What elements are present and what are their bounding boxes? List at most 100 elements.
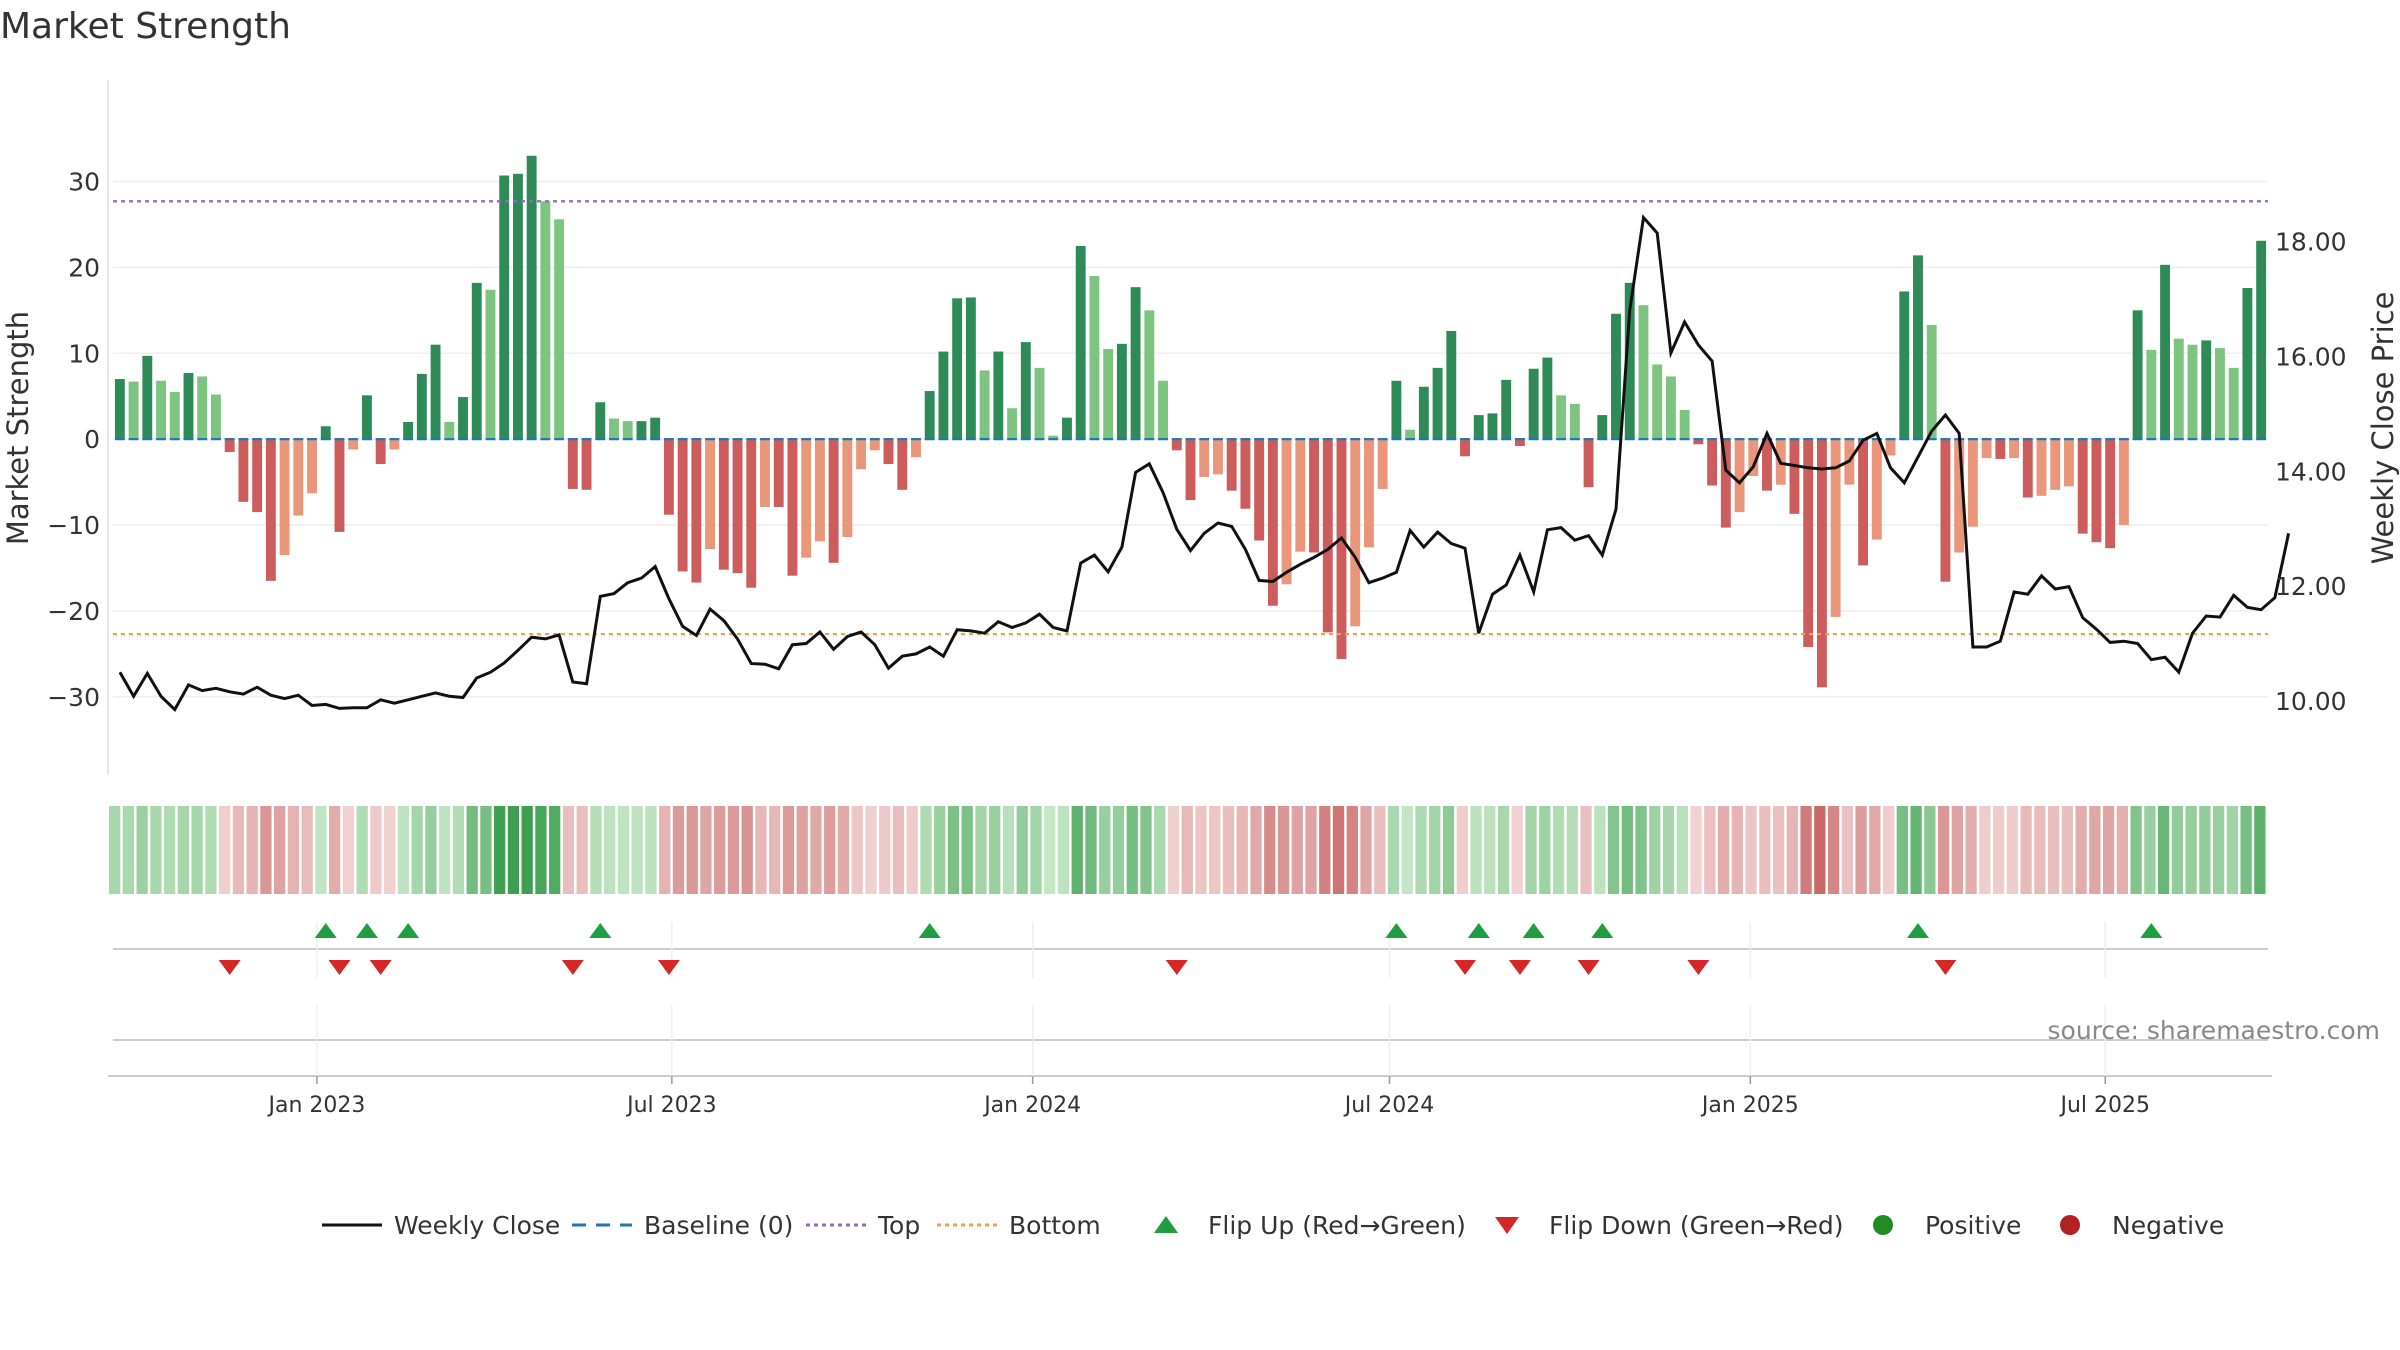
strength-bar	[499, 175, 510, 440]
heat-cell	[1635, 806, 1647, 894]
heat-cell	[2006, 806, 2018, 894]
heat-cell	[975, 806, 987, 894]
heat-cell	[1071, 806, 1083, 894]
legend: Weekly Close Baseline (0) Top Bottom Flip Up…	[322, 1211, 2224, 1240]
strength-bar	[320, 426, 331, 440]
heat-cell	[315, 806, 327, 894]
strength-bar	[1528, 368, 1539, 440]
strength-bar	[1199, 439, 1210, 477]
y-tick-label: −30	[47, 683, 100, 712]
heat-cell	[1841, 806, 1853, 894]
heat-cell	[1484, 806, 1496, 894]
heat-cell	[1676, 806, 1688, 894]
heat-cell	[1552, 806, 1565, 894]
strength-bar	[1363, 439, 1374, 548]
strength-bar	[1693, 439, 1704, 445]
strength-bar	[293, 439, 304, 516]
strength-bar	[924, 391, 935, 440]
heat-cell	[1332, 806, 1345, 894]
strength-bar	[2036, 439, 2047, 496]
legend-item: Baseline (0)	[572, 1211, 793, 1240]
heat-cell	[1855, 806, 1867, 894]
strength-bar	[375, 439, 386, 465]
heat-cell	[494, 806, 506, 894]
strength-bar	[1377, 439, 1388, 489]
strength-bar	[965, 297, 976, 440]
legend-label: Top	[877, 1211, 920, 1240]
y2-tick-label: 18.00	[2275, 228, 2347, 257]
heat-cell	[590, 806, 602, 894]
strength-bar	[567, 439, 578, 489]
heat-cell	[920, 806, 932, 894]
strength-bar	[2256, 240, 2267, 440]
heat-cell	[1924, 806, 1936, 894]
x-tick-label: Jul 2025	[2058, 1093, 2150, 1118]
strength-bar	[897, 439, 908, 490]
strength-bar	[1460, 439, 1470, 457]
heat-cell	[150, 806, 162, 894]
legend-item: Flip Down (Green→Red)	[1495, 1211, 1844, 1240]
heat-cell	[1965, 806, 1977, 894]
flip-down-marker	[1934, 960, 1957, 975]
y2-tick-label: 12.00	[2275, 572, 2347, 601]
heat-cell	[2226, 806, 2239, 894]
heat-cell	[1869, 806, 1881, 894]
heat-cell	[191, 806, 203, 894]
heat-cell	[1539, 806, 1551, 894]
strength-bar	[1213, 439, 1223, 475]
strength-bar	[1967, 439, 1978, 527]
strength-bar	[1803, 439, 1814, 647]
strength-bar	[1734, 439, 1745, 513]
heat-cell	[631, 806, 643, 894]
strength-bar	[1171, 439, 1182, 451]
heat-cell	[177, 806, 190, 894]
heat-cell	[1319, 806, 1331, 894]
heat-cell	[1717, 806, 1730, 894]
heat-cell	[1910, 806, 1922, 894]
strength-bar	[265, 439, 276, 581]
heat-cell	[1167, 806, 1180, 894]
heat-cell	[397, 806, 410, 894]
y2-tick-label: 10.00	[2275, 687, 2347, 716]
strength-bar	[2146, 349, 2157, 440]
heat-cell	[672, 806, 685, 894]
legend-label: Flip Up (Red→Green)	[1208, 1211, 1466, 1240]
heat-cell	[686, 806, 698, 894]
heat-cell	[1222, 806, 1235, 894]
strength-bar	[540, 201, 551, 440]
strength-bar	[197, 376, 208, 440]
heat-cell	[1360, 806, 1372, 894]
heat-cell	[1429, 806, 1441, 894]
strength-bar	[1624, 282, 1635, 440]
strength-bar	[1391, 380, 1402, 440]
strength-bar	[169, 391, 180, 440]
strength-bar	[458, 397, 468, 440]
strength-bar	[952, 298, 963, 440]
flip-down-marker	[328, 960, 351, 975]
strength-bar	[911, 439, 921, 458]
strength-bar	[2009, 439, 2020, 459]
strength-bar	[1048, 435, 1059, 440]
y-tick-label: 10	[68, 339, 100, 368]
heat-cell	[892, 806, 905, 894]
strength-bar	[1748, 439, 1759, 477]
legend-item: Weekly Close	[322, 1211, 560, 1240]
legend-label: Bottom	[1009, 1211, 1101, 1240]
heat-cell	[2034, 806, 2046, 894]
heat-cell	[1992, 806, 2005, 894]
strength-bar	[1144, 310, 1155, 440]
heat-cell	[934, 806, 946, 894]
flip-up-marker	[1467, 923, 1490, 938]
flip-down-marker	[1577, 960, 1600, 975]
heat-cell	[700, 806, 712, 894]
strength-bar	[938, 351, 949, 440]
strength-bar	[705, 439, 716, 550]
strength-bar	[677, 439, 688, 572]
heat-cell	[2075, 806, 2087, 894]
heat-cell	[1002, 806, 1015, 894]
x-tick-label: Jan 2023	[266, 1093, 365, 1118]
strength-bar	[2091, 439, 2102, 543]
heat-cell	[507, 806, 520, 894]
right-tick-labels: 10.00 12.00 14.00 16.00 18.00	[2275, 228, 2347, 716]
strength-bar	[114, 379, 125, 440]
